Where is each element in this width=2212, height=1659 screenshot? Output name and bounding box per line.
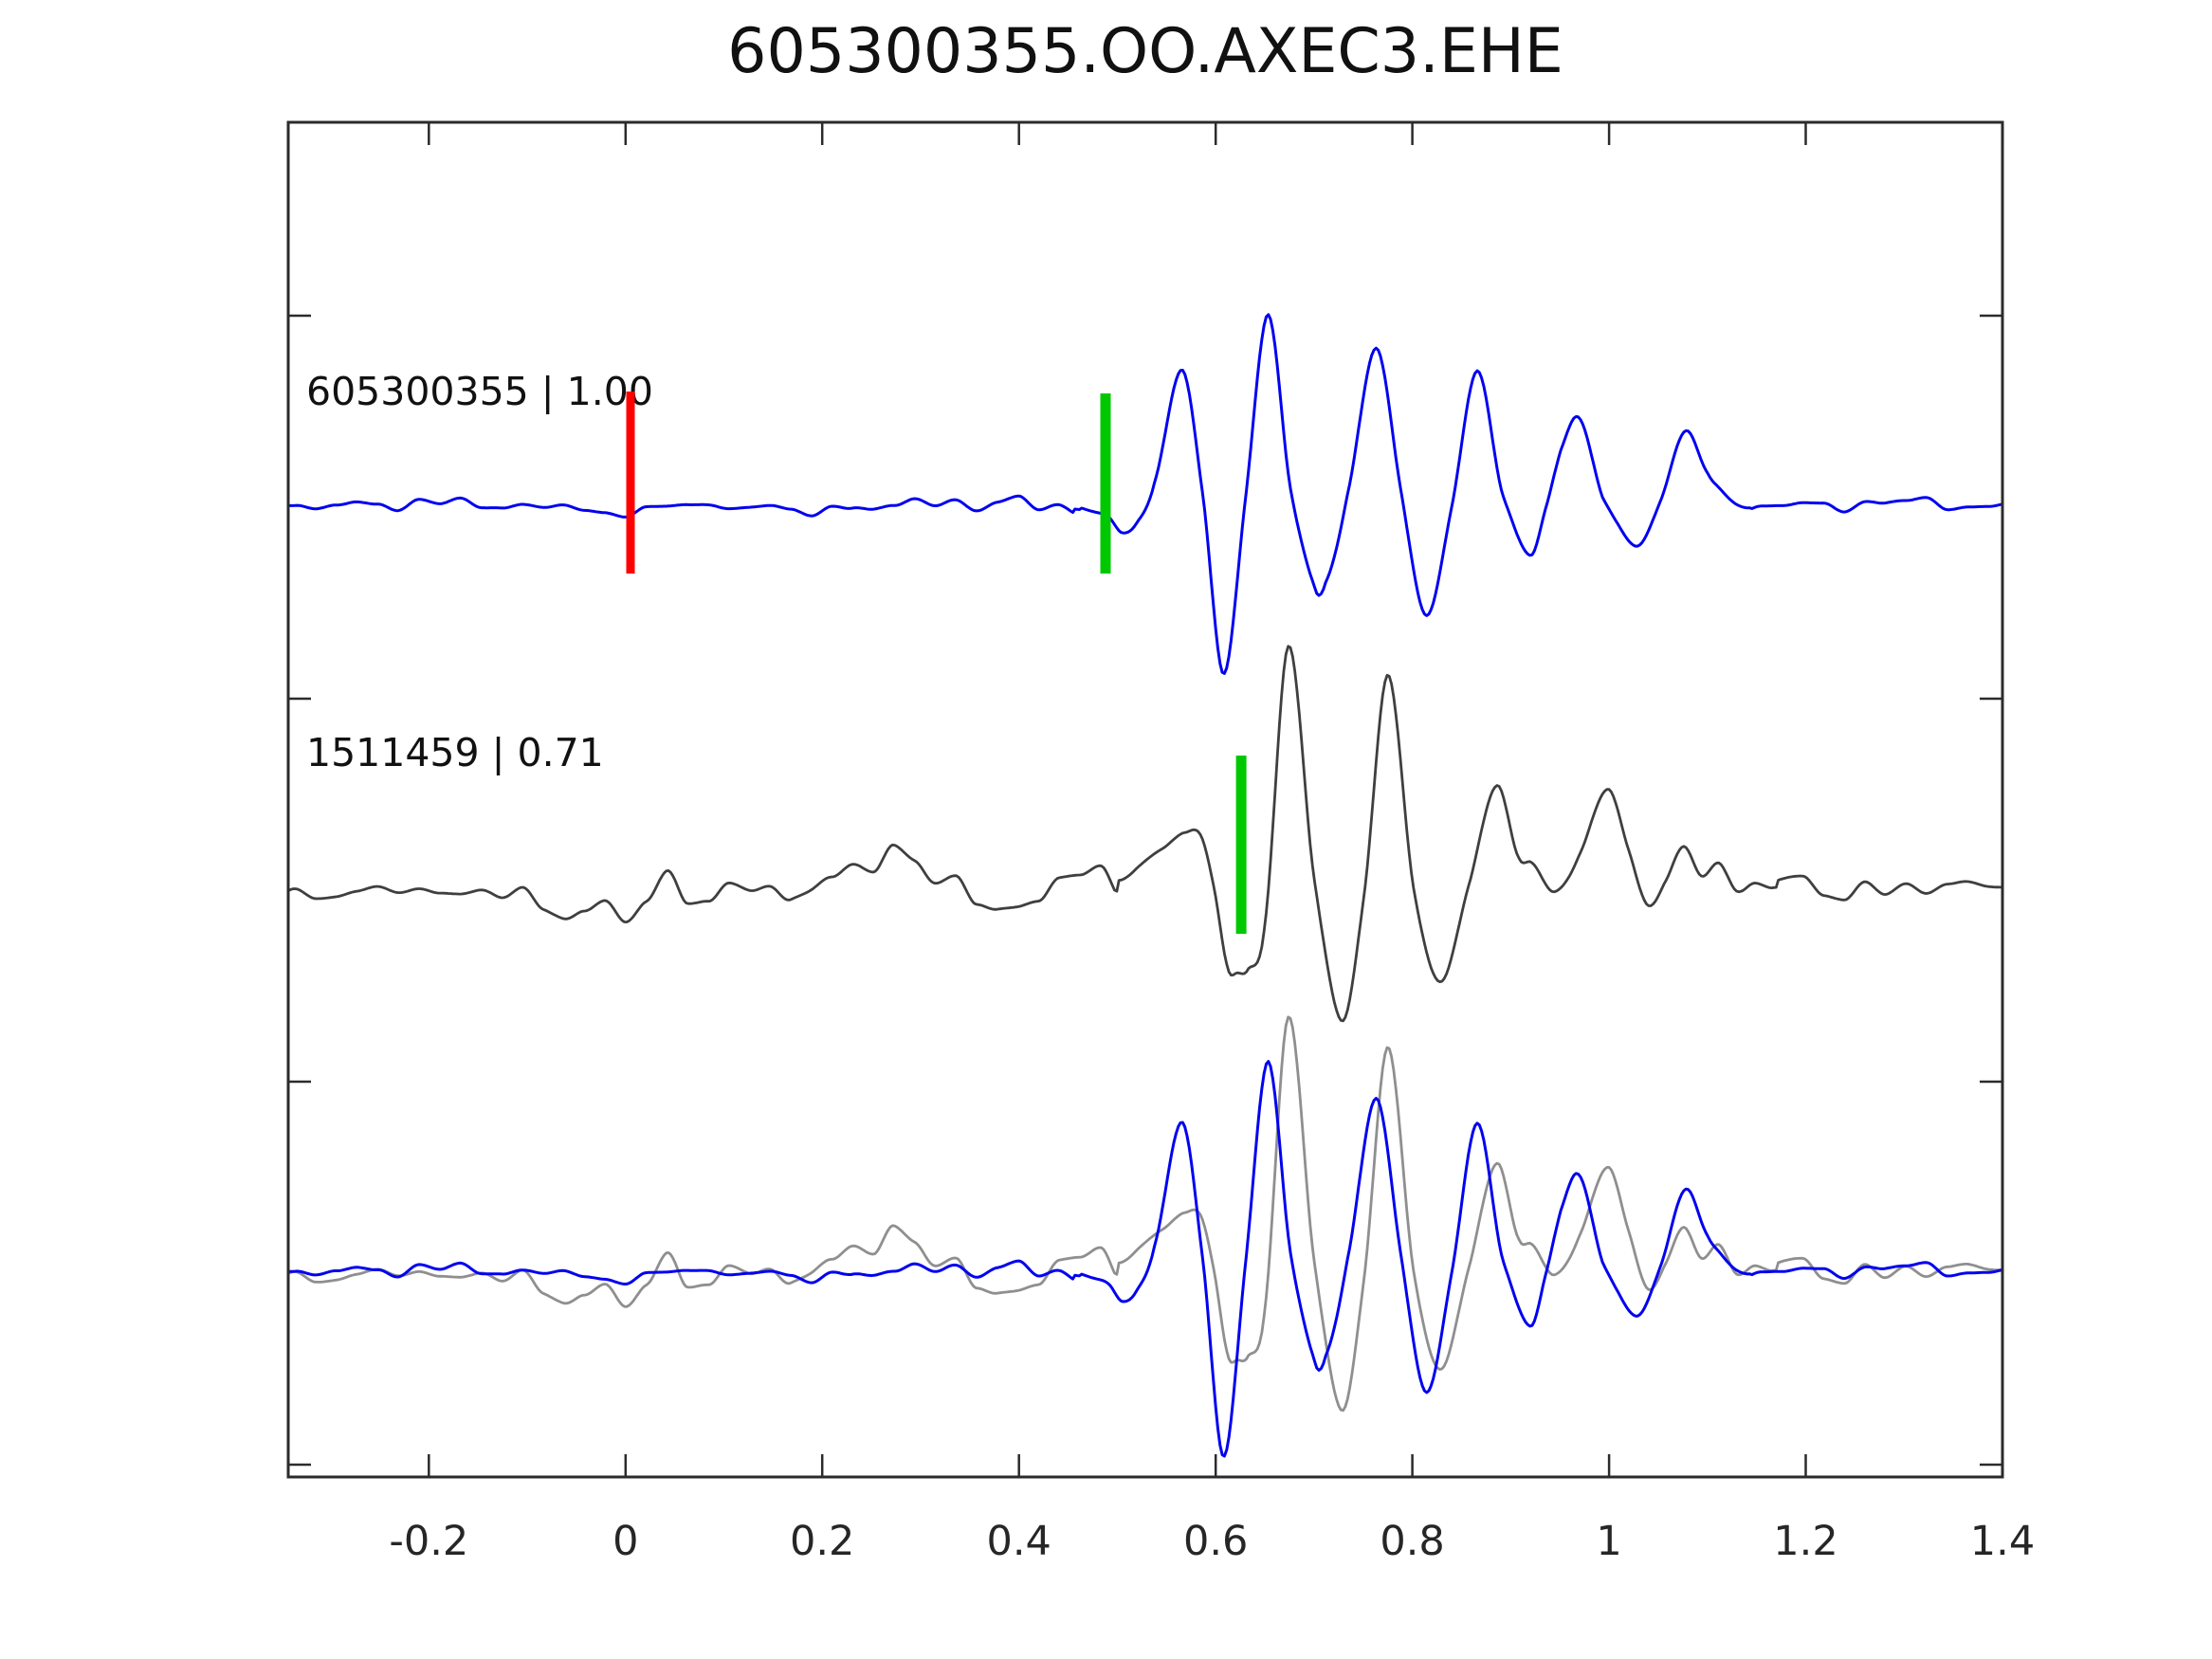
x-tick-label: 0.2 bbox=[790, 1518, 854, 1565]
waveform-match bbox=[288, 645, 2002, 1023]
x-tick-label: 0 bbox=[612, 1518, 638, 1565]
axes-frame-group bbox=[286, 120, 2004, 1479]
waveforms-group bbox=[288, 313, 2002, 1458]
figure-title: 605300355.OO.AXEC3.EHE bbox=[727, 16, 1563, 87]
waveform-reference bbox=[288, 313, 2002, 675]
x-tick-label: 1.2 bbox=[1773, 1518, 1837, 1565]
trace-label-match: 1511459 | 0.71 bbox=[306, 730, 604, 775]
x-tick-label: 0.4 bbox=[987, 1518, 1051, 1565]
x-tick-label: 1.4 bbox=[1970, 1518, 2035, 1565]
waveform-overlay-match bbox=[288, 1015, 2002, 1413]
x-tick-label: 1 bbox=[1596, 1518, 1621, 1565]
x-tick-label: 0.8 bbox=[1380, 1518, 1444, 1565]
x-tick-labels-group: -0.2 0 0.2 0.4 0.6 0.8 1 1.2 1.4 bbox=[389, 1518, 2035, 1565]
pick-markers-group bbox=[626, 392, 1247, 934]
plot-frame bbox=[286, 120, 2004, 1479]
x-tick-label: 0.6 bbox=[1183, 1518, 1248, 1565]
trace-label-reference: 605300355 | 1.00 bbox=[306, 369, 653, 414]
x-tick-label: -0.2 bbox=[389, 1518, 468, 1565]
waveform-overlay-reference bbox=[288, 1060, 2002, 1458]
